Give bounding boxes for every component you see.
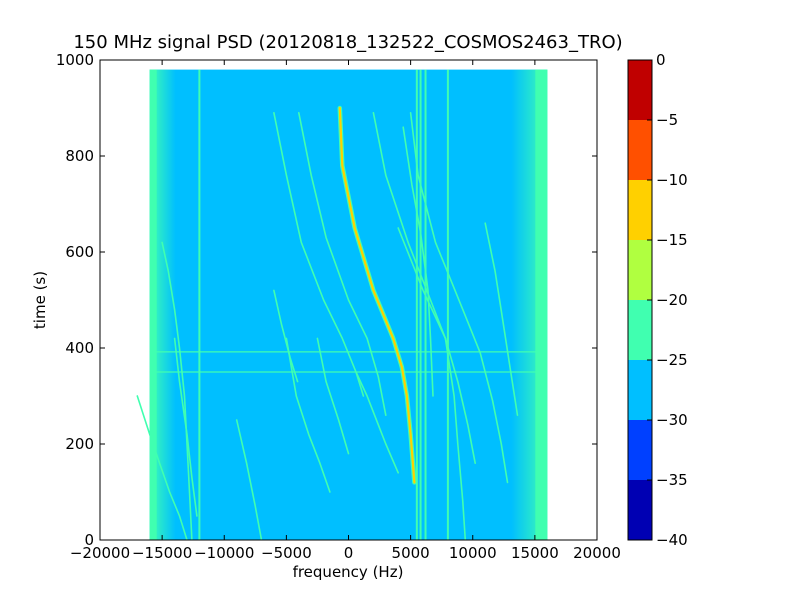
colorbar-level (628, 240, 652, 300)
y-tick-label: 600 (65, 243, 94, 261)
colorbar-level (628, 480, 652, 540)
x-axis-ticks: −20000 −15000 −10000 −5000 0 5000 10000 15000 20… (70, 60, 621, 562)
psd-signal-trace (173, 337, 198, 517)
psd-signal-trace (136, 395, 188, 540)
colorbar-tick-label: −35 (656, 471, 688, 489)
psd-signal-trace (161, 241, 193, 540)
x-tick-label: 5000 (392, 544, 430, 562)
y-tick-label: 0 (84, 531, 94, 549)
colorbar-level (628, 120, 652, 180)
x-tick-label: 20000 (573, 544, 621, 562)
x-tick-label: 15000 (511, 544, 559, 562)
x-tick-label: −15000 (132, 544, 192, 562)
x-tick-label: −20000 (70, 544, 130, 562)
colorbar-levels (628, 60, 652, 540)
psd-signal-trace (402, 126, 434, 397)
colorbar-tick-label: −15 (656, 231, 688, 249)
psd-signal-trace (285, 337, 331, 493)
psd-signal-trace (316, 337, 350, 455)
colorbar-ticks: 0 −5 −10 −15 −20 −25 −30 −35 −40 (647, 51, 688, 549)
psd-left-edge-band (149, 69, 157, 540)
colorbar: 0 −5 −10 −15 −20 −25 −30 −35 −40 (627, 51, 688, 549)
colorbar-level (628, 60, 652, 120)
colorbar-level (628, 180, 652, 240)
colorbar-level (628, 300, 652, 360)
psd-heatmap (136, 69, 548, 540)
x-tick-label: 10000 (449, 544, 497, 562)
psd-right-edge-band (535, 69, 548, 540)
colorbar-tick-label: −25 (656, 351, 688, 369)
y-tick-label: 200 (65, 435, 94, 453)
colorbar-tick-label: −20 (656, 291, 688, 309)
psd-signal-trace (484, 222, 519, 417)
y-axis-label: time (s) (31, 271, 49, 329)
psd-signal-trace (338, 106, 416, 484)
chart-title: 150 MHz signal PSD (20120818_132522_COSM… (73, 32, 622, 53)
psd-signal-trace (409, 112, 509, 484)
psd-signal-trace (355, 371, 400, 474)
y-tick-label: 400 (65, 339, 94, 357)
psd-signal-trace (235, 419, 263, 540)
y-axis-ticks: 0 200 400 600 800 1000 (56, 51, 597, 549)
psd-signal-trace (397, 227, 467, 540)
colorbar-tick-label: 0 (656, 51, 666, 69)
colorbar-tick-label: −40 (656, 531, 688, 549)
psd-background (149, 69, 548, 540)
x-tick-label: −10000 (194, 544, 254, 562)
psd-signal-trace (297, 112, 387, 417)
x-tick-label: 0 (344, 544, 354, 562)
colorbar-tick-label: −5 (656, 111, 678, 129)
psd-signal-trace (372, 112, 477, 465)
colorbar-tick-label: −10 (656, 171, 688, 189)
psd-signal-trace (273, 289, 299, 383)
colorbar-level (628, 420, 652, 480)
plot-area: −20000 −15000 −10000 −5000 0 5000 10000 15000 20… (56, 51, 621, 562)
colorbar-tick-label: −30 (656, 411, 688, 429)
x-axis-label: frequency (Hz) (293, 563, 404, 581)
y-tick-label: 800 (65, 147, 94, 165)
colorbar-level (628, 360, 652, 420)
x-tick-label: −5000 (261, 544, 312, 562)
y-tick-label: 1000 (56, 51, 94, 69)
